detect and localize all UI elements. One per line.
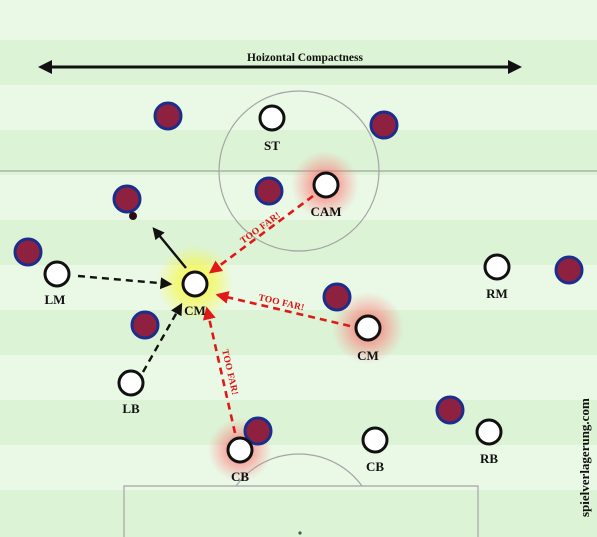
player-cb-left (226, 436, 254, 464)
opponent-marker (112, 184, 142, 214)
cam-toofar-arrow (208, 194, 314, 274)
label-cm-right: CM (357, 348, 379, 363)
player-cm-center (181, 270, 209, 298)
label-lm: LM (45, 292, 66, 307)
opponent-marker (153, 101, 183, 131)
cm-toofar-arrow (215, 291, 351, 328)
opponent-marker (322, 282, 352, 312)
penalty-box (123, 485, 479, 537)
lm-pass-arrow (77, 274, 173, 290)
label-cb-left: CB (231, 469, 249, 484)
player-rb (475, 418, 503, 446)
label-cam: CAM (310, 204, 341, 219)
team-players (43, 104, 511, 464)
opponent-marker (369, 110, 399, 140)
label-rm: RM (486, 286, 508, 301)
center-circle (218, 90, 380, 252)
watermark: spielverlagerung.com (577, 398, 592, 517)
opponent-marker (130, 310, 160, 340)
label-cb-right: CB (366, 459, 384, 474)
ball-icon (129, 212, 137, 220)
player-lm (43, 260, 71, 288)
compactness-arrow: Hoizontal Compactness (38, 52, 522, 74)
opponent-marker (243, 416, 273, 446)
player-cb-right (361, 426, 389, 454)
lb-pass-arrow (141, 302, 183, 373)
player-cm-right (354, 314, 382, 342)
opponent-marker (554, 255, 584, 285)
cm-run-arrow (152, 227, 187, 269)
cb-toofar-arrow (202, 306, 237, 434)
opponents (13, 101, 584, 446)
label-lb: LB (122, 401, 140, 416)
penalty-spot (298, 531, 302, 535)
player-rm (483, 253, 511, 281)
movement-arrows (77, 194, 351, 434)
compactness-label: Hoizontal Compactness (247, 52, 363, 64)
player-cam (312, 171, 340, 199)
opponent-marker (254, 176, 284, 206)
player-lb (117, 369, 145, 397)
opponent-marker (435, 395, 465, 425)
player-st (258, 104, 286, 132)
opponent-marker (13, 237, 43, 267)
player-labels: ST CAM LM CM RM CM LB CB CB RB (45, 138, 508, 484)
label-rb: RB (480, 451, 498, 466)
label-cm-center: CM (184, 303, 206, 318)
label-st: ST (264, 138, 280, 153)
